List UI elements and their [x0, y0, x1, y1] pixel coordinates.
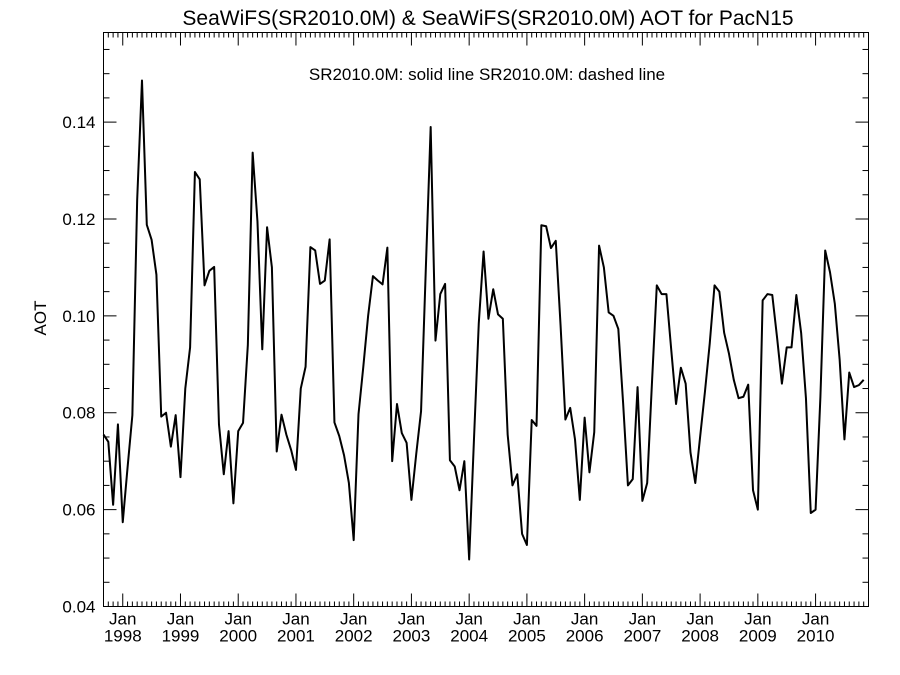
x-tick-year-label: 1998 — [104, 627, 142, 646]
x-tick-year-label: 2001 — [277, 627, 315, 646]
x-tick-year-label: 2007 — [623, 627, 661, 646]
x-tick-month-label: Jan — [225, 610, 252, 629]
y-tick-labels: 0.04 0.06 0.08 0.10 0.12 0.14 — [62, 113, 95, 616]
x-tick-year-label: 2009 — [739, 627, 777, 646]
x-tick-month-label: Jan — [686, 610, 713, 629]
x-tick-month-label: Jan — [513, 610, 540, 629]
x-tick-month-label: Jan — [629, 610, 656, 629]
series-line-solid — [102, 79, 865, 561]
x-tick-month-label: Jan — [340, 610, 367, 629]
axis-ticks — [103, 32, 869, 607]
x-tick-month-label: Jan — [802, 610, 829, 629]
y-tick-label: 0.10 — [62, 307, 95, 326]
x-tick-year-label: 2005 — [508, 627, 546, 646]
chart-title: SeaWiFS(SR2010.0M) & SeaWiFS(SR2010.0M) … — [182, 7, 793, 30]
y-tick-label: 0.14 — [62, 113, 95, 132]
legend-text: SR2010.0M: solid line SR2010.0M: dashed … — [309, 65, 665, 84]
x-tick-month-label: Jan — [167, 610, 194, 629]
series-layer — [102, 79, 865, 561]
x-tick-month-label: Jan — [109, 610, 136, 629]
x-tick-month-label: Jan — [571, 610, 598, 629]
x-tick-year-label: 2002 — [335, 627, 373, 646]
x-tick-labels: Jan1998Jan1999Jan2000Jan2001Jan2002Jan20… — [104, 610, 835, 646]
x-tick-year-label: 1999 — [162, 627, 200, 646]
y-tick-label: 0.06 — [62, 501, 95, 520]
x-tick-year-label: 2006 — [566, 627, 604, 646]
x-tick-month-label: Jan — [398, 610, 425, 629]
x-tick-year-label: 2000 — [219, 627, 257, 646]
y-tick-label: 0.12 — [62, 210, 95, 229]
y-tick-label: 0.04 — [62, 598, 95, 617]
x-tick-month-label: Jan — [455, 610, 482, 629]
x-tick-year-label: 2004 — [450, 627, 488, 646]
plot-frame — [103, 32, 869, 607]
x-tick-year-label: 2010 — [797, 627, 835, 646]
y-tick-label: 0.08 — [62, 404, 95, 423]
x-tick-year-label: 2003 — [393, 627, 431, 646]
x-tick-month-label: Jan — [744, 610, 771, 629]
x-tick-month-label: Jan — [282, 610, 309, 629]
x-tick-year-label: 2008 — [681, 627, 719, 646]
y-axis-label: AOT — [31, 301, 50, 336]
